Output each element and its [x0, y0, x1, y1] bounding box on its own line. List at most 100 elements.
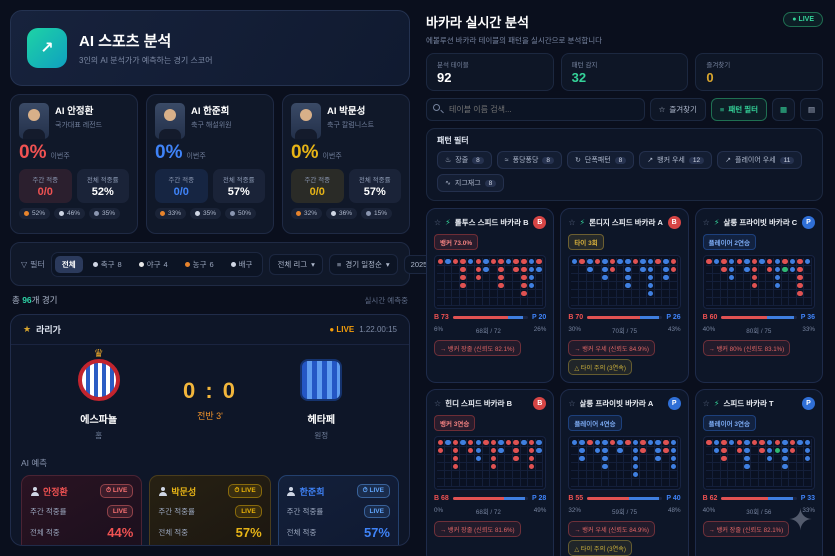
bead-cell	[594, 471, 602, 479]
player-bead	[445, 258, 451, 265]
search-icon	[433, 104, 440, 111]
bead-cell	[490, 439, 498, 447]
table-search-input[interactable]	[426, 98, 645, 121]
bead-cell	[616, 266, 625, 274]
live-indicator: ● LIVE	[329, 325, 355, 334]
total-hit-value: 44%	[107, 525, 134, 540]
bead-cell	[647, 258, 655, 266]
baccarat-table-card[interactable]: ☆ ⚡ 스피드 바카라 T P 플레이어 3연승 B 62 P 33 40% 3…	[694, 389, 823, 556]
bead-cell	[520, 282, 529, 290]
rounds-count: 68회 / 72	[475, 328, 501, 335]
analyst-card[interactable]: AI 한준희 축구 해설위원 0% 이번주 주간 적중 0/0 전체 적중률 5	[146, 94, 274, 234]
grid-view-button[interactable]: ▦	[772, 98, 795, 121]
bead-cell	[751, 447, 759, 455]
player-bead	[445, 439, 451, 446]
pattern-chip-zigzag[interactable]: ∿ 지그재그 8	[437, 174, 505, 192]
bead-cell	[781, 266, 790, 274]
banker-bead	[721, 447, 727, 454]
banker-bead	[490, 258, 497, 265]
sort-icon: ≡	[336, 259, 342, 269]
sport-filter-soccer[interactable]: 축구 8	[86, 256, 129, 273]
favorite-star-icon[interactable]: ☆	[568, 218, 576, 227]
bead-cell	[482, 471, 491, 479]
match-card[interactable]: ★라리가 ● LIVE 1.22.00:15 에스파뇰 홈 0 : 0 전반 3…	[10, 314, 410, 546]
bead-cell	[647, 290, 655, 298]
bead-cell	[654, 266, 663, 274]
sport-filter-basketball[interactable]: 농구 6	[178, 256, 221, 273]
analyst-card[interactable]: AI 박문성 축구 칼럼니스트 0% 이번주 주간 적중 0/0 전체 적중률	[282, 94, 410, 234]
bead-cell	[728, 258, 737, 266]
banker-bead	[490, 439, 497, 446]
baccarat-table-card[interactable]: ☆ ⚡ 론디지 스피드 바카라 A B 타이 3회 B 70 P 26 30% …	[560, 208, 689, 383]
bead-cell	[670, 479, 678, 487]
banker-bead	[751, 266, 758, 273]
bead-cell	[578, 463, 587, 471]
tie-percent: 40%	[702, 326, 716, 333]
favorite-star-icon[interactable]: ☆	[702, 218, 710, 227]
match-body: 에스파뇰 홈 0 : 0 전반 3' 헤타페 원정	[11, 345, 409, 451]
player-percent: P 20	[532, 314, 547, 321]
baccarat-table-card[interactable]: ☆ ⚡ 힌디 스피드 바카라 B B 뱅커 3연승 B 68 P 28 0% 6…	[426, 389, 555, 556]
favorite-star-icon[interactable]: ☆	[434, 399, 442, 408]
pattern-chip-longrun[interactable]: ♨ 장줄 8	[437, 151, 492, 169]
sport-filter-baseball[interactable]: 야구 4	[132, 256, 175, 273]
sport-filter-volleyball[interactable]: 배구	[224, 256, 260, 273]
pattern-chip-pingpong[interactable]: ≈ 퐁당퐁당 8	[496, 151, 563, 169]
tie-percent: 30%	[568, 326, 581, 333]
bead-cell	[705, 471, 714, 479]
banker-bead	[632, 258, 639, 265]
favorites-button[interactable]: ☆ 즐겨찾기	[649, 98, 706, 121]
pattern-filter-button[interactable]: ≡ 패턴 필터	[710, 98, 767, 121]
player-percent: P 40	[666, 495, 681, 502]
baccarat-table-card[interactable]: ☆ ⚡ 롤투스 스피드 바카라 B B 뱅커 73.0% B 73 P 20 6…	[426, 208, 555, 383]
bead-cell	[616, 274, 625, 282]
bead-cell	[497, 298, 506, 306]
bead-cell	[505, 290, 513, 298]
pattern-chip-player-dominant[interactable]: ↗ 플레이어 우세 11	[717, 151, 803, 169]
bead-cell	[736, 290, 744, 298]
player-bead	[789, 258, 796, 265]
favorite-star-icon[interactable]: ☆	[702, 399, 710, 408]
total-hit-label: 전체 적중률	[358, 177, 391, 184]
bead-cell	[601, 455, 610, 463]
favorite-star-icon[interactable]: ☆	[434, 218, 442, 227]
bead-cell	[743, 439, 752, 447]
match-timestamp: 1.22.00:15	[359, 325, 397, 334]
bead-cell	[437, 282, 445, 290]
bead-cell	[743, 463, 752, 471]
player-bead	[528, 282, 535, 289]
pattern-chip-chop[interactable]: ↻ 단폭패턴 8	[567, 151, 635, 169]
pattern-status-badge: 뱅커 3연승	[434, 415, 476, 431]
player-bead	[483, 266, 489, 273]
bead-cell	[639, 455, 648, 463]
bead-cell	[535, 439, 544, 447]
rounds-count: 70회 / 75	[611, 328, 638, 335]
bead-cell	[474, 447, 483, 455]
chevron-down-icon: ▾	[311, 259, 315, 269]
banker-player-ratio-bar	[452, 316, 529, 319]
bead-cell	[804, 455, 812, 463]
sport-filter-all[interactable]: 전체	[54, 255, 83, 273]
bead-cell	[758, 463, 767, 471]
bead-cell	[467, 471, 475, 479]
league-select[interactable]: 전체 리그 ▾	[269, 253, 323, 275]
bead-cell	[758, 290, 767, 298]
bead-cell	[804, 290, 812, 298]
list-view-button[interactable]: ▤	[800, 98, 823, 121]
pattern-chip-banker-dominant[interactable]: ↗ 뱅커 우세 12	[639, 151, 713, 169]
bead-cell	[796, 463, 805, 471]
baccarat-table-card[interactable]: ☆ ⚡ 살롱 프라이빗 바카라 A P 플레이어 4연승 B 55 P 40 3…	[560, 389, 689, 556]
baccarat-table-card[interactable]: ☆ ⚡ 살롱 프라이빗 바카라 C P 플레이어 2연승 B 60 P 36 4…	[694, 208, 823, 383]
analyst-card[interactable]: AI 안정환 국가대표 레전드 0% 이번주 주간 적중 0/0 전체 적중률	[10, 94, 138, 234]
favorite-star-icon[interactable]: ☆	[568, 399, 576, 408]
bead-cell	[520, 298, 529, 306]
player-bead	[483, 258, 489, 265]
total-hit-value: 57%	[363, 525, 390, 540]
pattern-status-badge: 뱅커 73.0%	[434, 234, 479, 250]
sort-select[interactable]: ≡ 경기 일정순 ▾	[328, 253, 398, 275]
bead-cell	[490, 455, 498, 463]
bead-cell	[796, 479, 805, 487]
